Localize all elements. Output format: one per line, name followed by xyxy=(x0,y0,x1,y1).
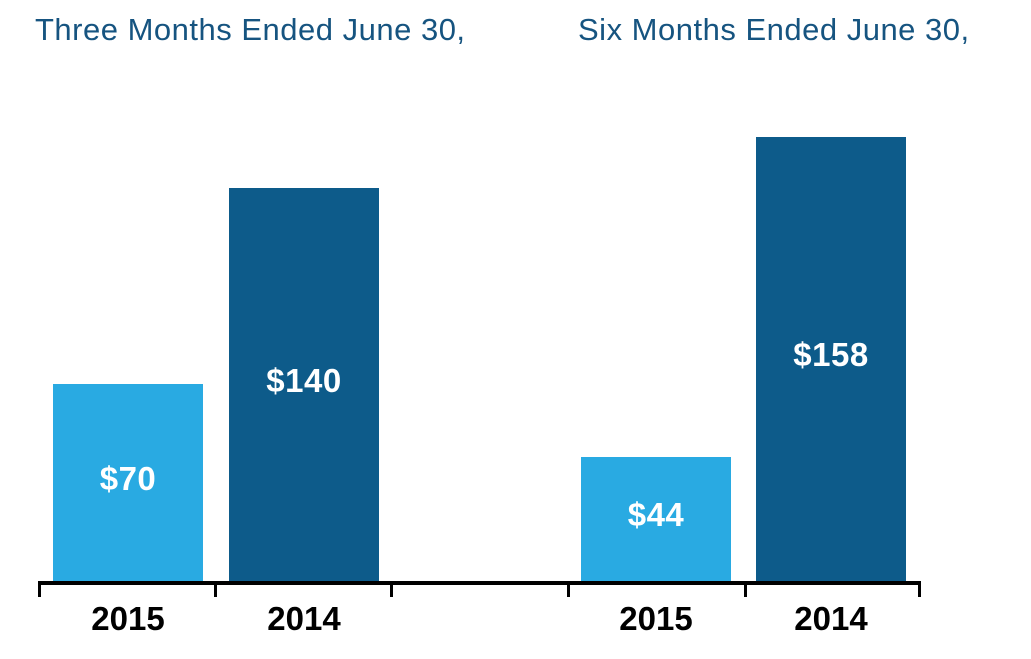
chart-title-six-months: Six Months Ended June 30, xyxy=(578,12,970,47)
chart-title-three-months: Three Months Ended June 30, xyxy=(35,12,466,47)
bar-value-label: $158 xyxy=(793,336,869,373)
x-axis-tick xyxy=(390,581,393,597)
bar-value-label: $44 xyxy=(627,496,685,533)
bar-three-months-2014: $140 xyxy=(229,188,379,581)
bar-value-label: $70 xyxy=(99,459,157,497)
bar-six-months-2015: $44 xyxy=(581,457,731,581)
x-axis-tick xyxy=(744,581,747,597)
x-axis-label-three-months-2015: 2015 xyxy=(91,600,165,637)
x-axis-tick xyxy=(38,581,41,597)
bar-value-label: $140 xyxy=(266,361,342,399)
bar-six-months-2014: $158 xyxy=(756,137,906,581)
x-axis-tick xyxy=(567,581,570,597)
x-axis-tick xyxy=(214,581,217,597)
x-axis-label-six-months-2015: 2015 xyxy=(619,600,693,637)
x-axis-tick xyxy=(918,581,921,597)
x-axis-line xyxy=(38,581,921,585)
x-axis-label-six-months-2014: 2014 xyxy=(794,600,868,637)
bar-three-months-2015: $70 xyxy=(53,384,203,581)
x-axis-label-three-months-2014: 2014 xyxy=(267,600,341,637)
